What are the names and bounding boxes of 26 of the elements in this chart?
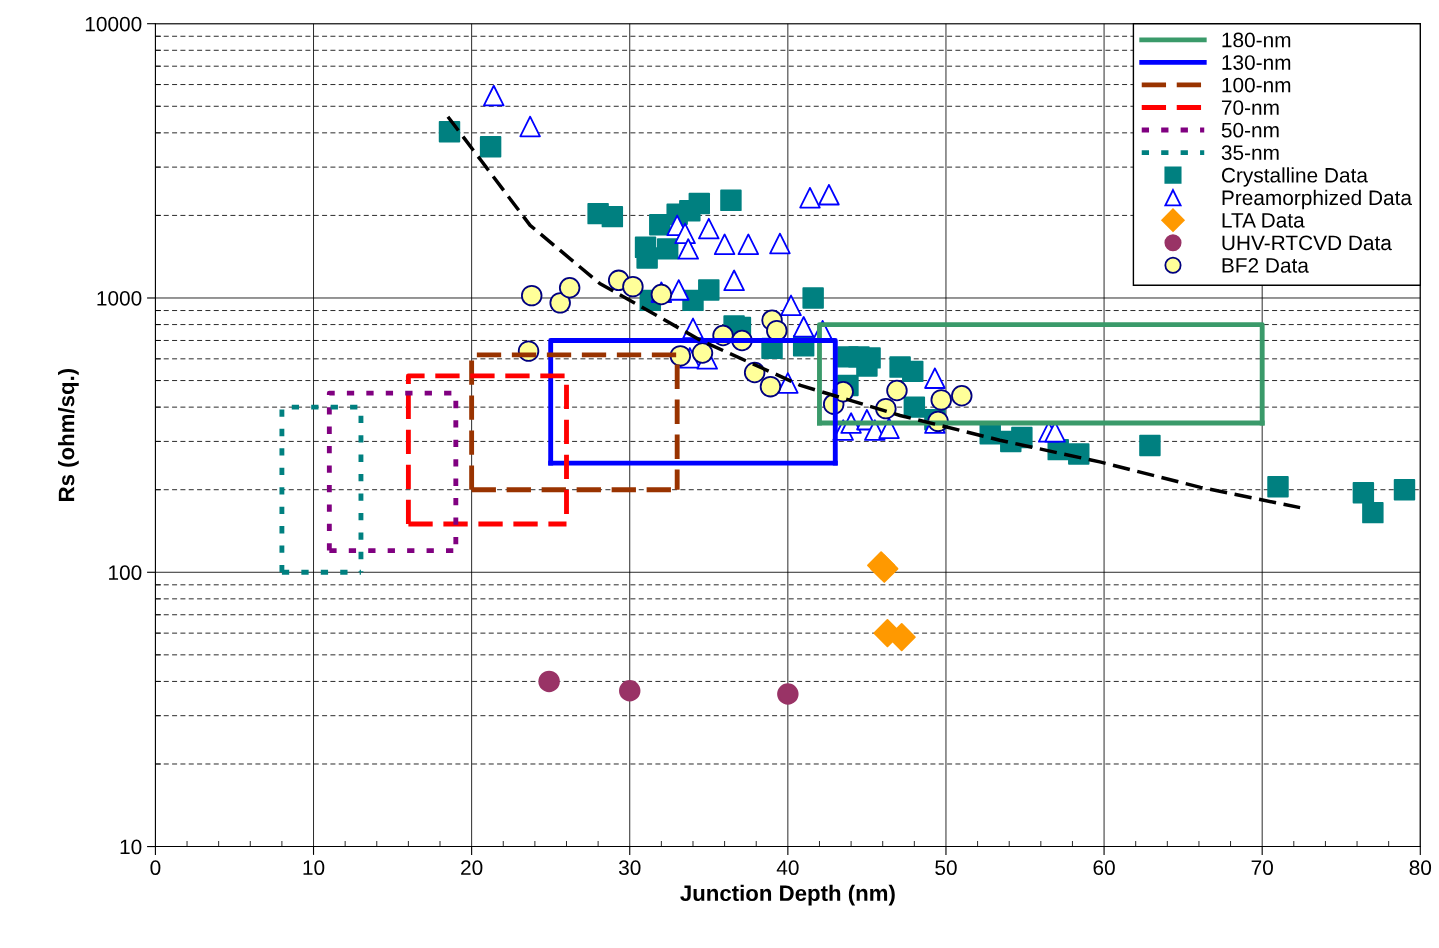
legend-label: 35-nm [1221, 145, 1279, 161]
legend-label: Crystalline Data [1221, 167, 1368, 187]
y-axis-title: Rs (ohm/sq.) [58, 368, 79, 501]
y-tick-label: 1000 [97, 290, 142, 306]
x-tick-label: 70 [1251, 860, 1273, 876]
legend-label: 50-nm [1221, 122, 1279, 138]
x-axis-title: Junction Depth (nm) [680, 884, 895, 906]
x-tick-label: 0 [150, 860, 161, 876]
x-tick-label: 60 [1093, 860, 1115, 876]
legend-label: UHV-RTCVD Data [1222, 235, 1392, 251]
x-tick-label: 80 [1409, 860, 1432, 876]
legend-label: LTA Data [1222, 213, 1305, 228]
y-tick-label: 100 [109, 565, 142, 581]
legend-label: Preamorphized Data [1222, 189, 1412, 210]
x-tick-label: 30 [618, 860, 641, 876]
y-tick-label: 10000 [85, 16, 142, 32]
x-tick-label: 10 [303, 860, 325, 876]
legend-label: 130-nm [1222, 55, 1291, 70]
x-tick-label: 20 [461, 860, 483, 876]
y-tick-label: 10 [120, 839, 142, 855]
legend-label: BF2 Data [1222, 258, 1309, 273]
legend-label: 70-nm [1221, 100, 1279, 115]
x-tick-label: 50 [935, 860, 957, 876]
legend-label: 100-nm [1222, 77, 1291, 93]
x-tick-label: 40 [776, 860, 799, 876]
legend-label: 180-nm [1222, 32, 1291, 48]
